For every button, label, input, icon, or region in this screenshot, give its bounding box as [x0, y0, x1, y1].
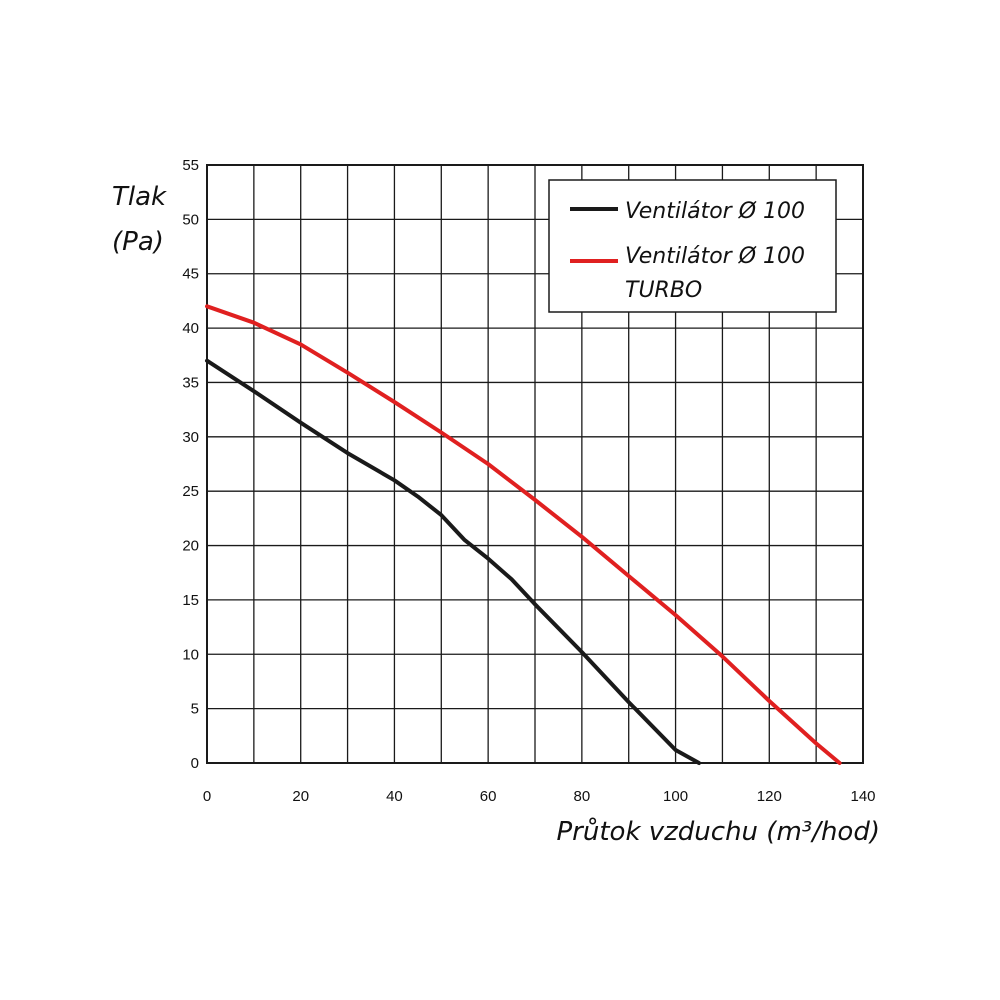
x-tick-label: 0 [203, 788, 211, 805]
legend-label-ventilator: Ventilátor Ø 100 [625, 199, 805, 224]
plot-frame [206, 164, 864, 764]
x-tick-label: 60 [480, 788, 497, 805]
y-tick-label: 55 [182, 157, 199, 174]
tick-labels: 0 5 10 15 20 25 30 35 40 45 50 55 0 20 40 60 80 100 120 140 [182, 157, 875, 805]
x-tick-label: 100 [663, 788, 688, 805]
x-tick-label: 140 [850, 788, 875, 805]
legend-label-ventilator-turbo-line-2: TURBO [625, 278, 702, 303]
series-group [205, 304, 842, 765]
x-tick-label: 20 [292, 788, 309, 805]
y-tick-label: 45 [182, 266, 199, 283]
x-tick-label: 80 [574, 788, 591, 805]
y-tick-label: 50 [182, 211, 199, 228]
y-tick-label: 5 [191, 701, 199, 718]
y-tick-label: 20 [182, 538, 199, 555]
legend-label-ventilator-turbo-line-1: Ventilátor Ø 100 [625, 244, 805, 269]
legend-box [548, 179, 837, 313]
x-axis-title: Průtok vzduchu (m³/hod) [557, 816, 881, 847]
y-axis-title-line-1: Tlak [112, 182, 167, 212]
y-tick-label: 35 [182, 374, 199, 391]
x-tick-label: 40 [386, 788, 403, 805]
x-tick-label: 120 [757, 788, 782, 805]
legend: Ventilátor Ø 100 Ventilátor Ø 100 TURBO [548, 179, 837, 313]
y-tick-label: 30 [182, 429, 199, 446]
y-tick-label: 40 [182, 320, 199, 337]
y-tick-label: 15 [182, 592, 199, 609]
series-line-ventilator-turbo [205, 304, 842, 765]
series-line-ventilator [205, 358, 701, 765]
y-tick-label: 0 [191, 755, 199, 772]
y-tick-label: 25 [182, 483, 199, 500]
y-axis-title: Tlak (Pa) [112, 182, 167, 257]
y-tick-label: 10 [182, 646, 199, 663]
y-axis-title-line-2: (Pa) [112, 227, 164, 257]
